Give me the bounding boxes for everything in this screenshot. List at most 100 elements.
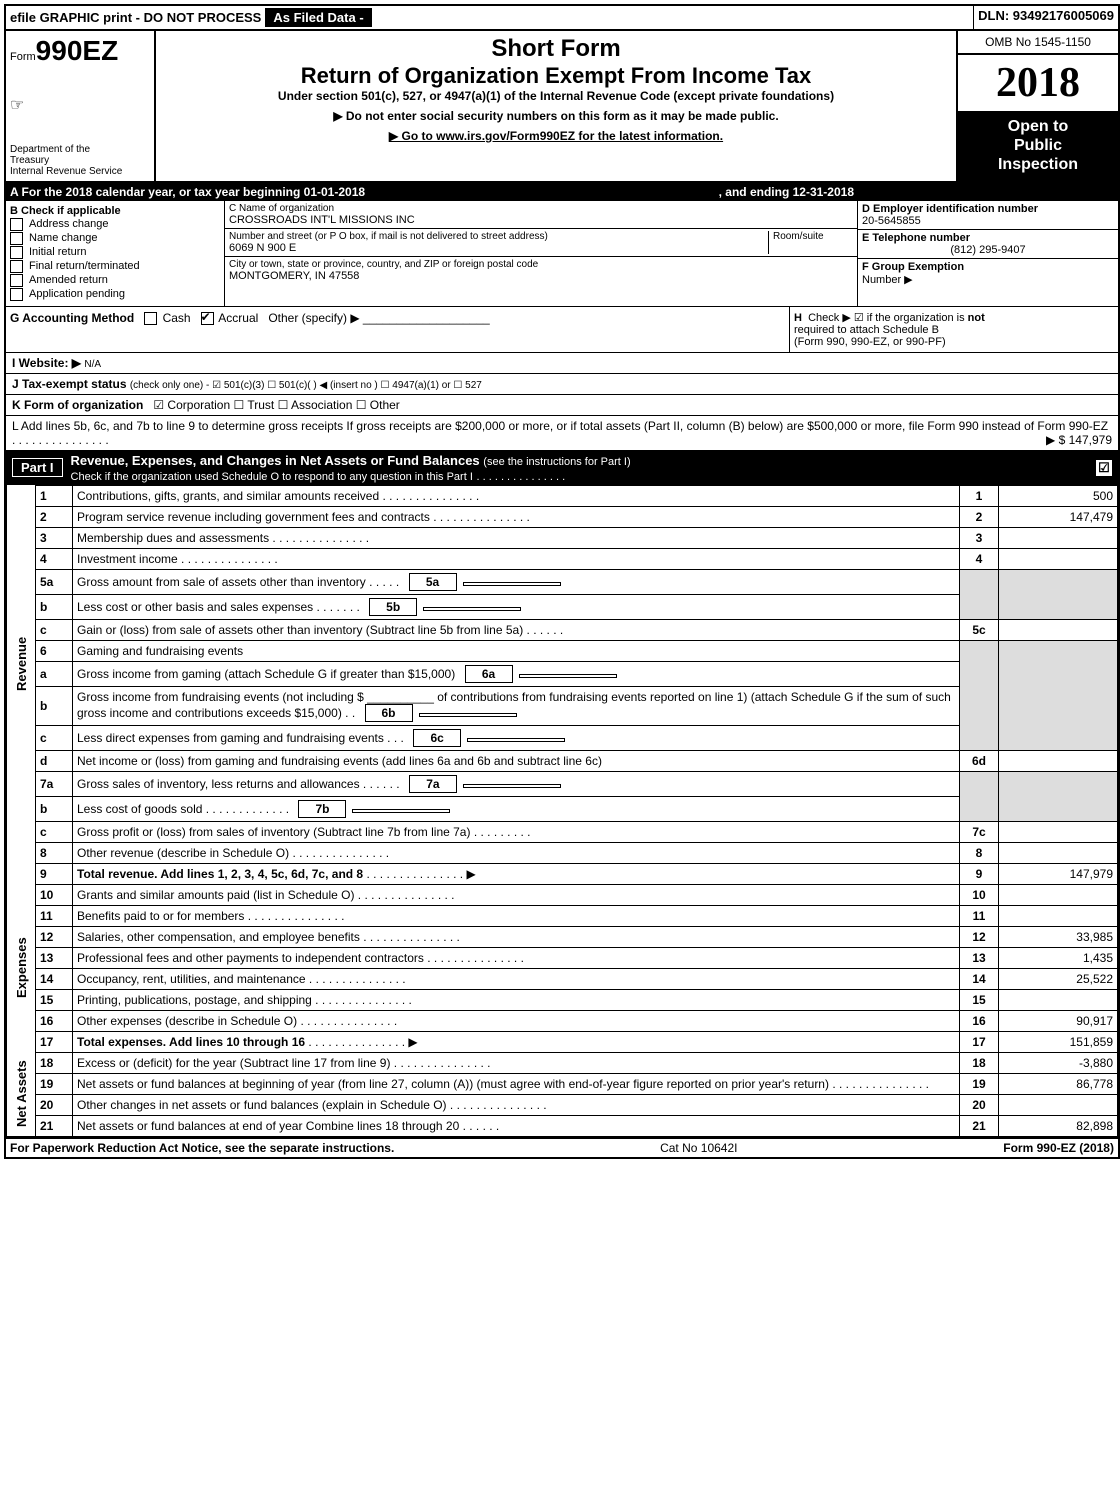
form-num: 990EZ — [36, 35, 119, 66]
checkbox-accrual[interactable] — [201, 312, 214, 325]
line-5a-num: 5a — [36, 569, 73, 594]
box-g: G Accounting Method Cash Accrual Other (… — [6, 307, 789, 352]
revenue-label-cont — [7, 842, 36, 884]
line-6d-num: d — [36, 750, 73, 771]
line-5c-amt — [999, 619, 1118, 640]
line-9-num: 9 — [36, 863, 73, 884]
line-6b-val — [419, 713, 517, 717]
line-5c-desc: Gain or (loss) from sale of assets other… — [73, 619, 960, 640]
cb-amended-return[interactable]: Amended return — [10, 274, 220, 287]
box-c: C Name of organization CROSSROADS INT'L … — [225, 201, 857, 306]
top-bar: efile GRAPHIC print - DO NOT PROCESS As … — [6, 6, 1118, 31]
line-13-text: Professional fees and other payments to … — [77, 951, 424, 965]
h-text1: Check ▶ ☑ if the organization is — [808, 312, 968, 324]
line-7a-box: 7a — [409, 775, 457, 793]
form-number: Form990EZ — [10, 35, 150, 67]
ein-label: D Employer identification number — [862, 203, 1038, 215]
checkbox-icon — [10, 288, 23, 301]
box-j: J Tax-exempt status (check only one) - ☑… — [6, 374, 1118, 395]
org-name-cell: C Name of organization CROSSROADS INT'L … — [225, 201, 857, 229]
checkbox-cash[interactable] — [144, 312, 157, 325]
open1: Open to — [964, 117, 1112, 136]
note2-link[interactable]: ▶ Go to www.irs.gov/Form990EZ for the la… — [389, 129, 723, 143]
line-12-num: 12 — [36, 926, 73, 947]
k-label: K Form of organization — [12, 398, 143, 412]
line-18-ref: 18 — [960, 1052, 999, 1073]
group-label2: Number ▶ — [862, 274, 913, 286]
netassets-label: Net Assets — [7, 1052, 36, 1136]
cb-name-change[interactable]: Name change — [10, 232, 220, 245]
part1-header: Part I Revenue, Expenses, and Changes in… — [6, 451, 1118, 485]
line-17-num: 17 — [36, 1031, 73, 1052]
line-6-desc: Gaming and fundraising events — [73, 640, 960, 661]
line-17-desc: Total expenses. Add lines 10 through 16 … — [73, 1031, 960, 1052]
line-7c-ref: 7c — [960, 821, 999, 842]
line-2-ref: 2 — [960, 506, 999, 527]
line-7b-desc: Less cost of goods sold . . . . . . . . … — [73, 796, 960, 821]
line-21-desc: Net assets or fund balances at end of ye… — [73, 1115, 960, 1136]
part1-checkbox[interactable]: ☑ — [1096, 460, 1112, 476]
line-20-desc: Other changes in net assets or fund bala… — [73, 1094, 960, 1115]
group-exempt-cell: F Group Exemption Number ▶ — [858, 259, 1118, 288]
line-18-desc: Excess or (deficit) for the year (Subtra… — [73, 1052, 960, 1073]
line-1-num: 1 — [36, 485, 73, 506]
efile-label: efile GRAPHIC print - DO NOT PROCESS — [10, 10, 261, 25]
line-6c-num: c — [36, 725, 73, 750]
line-13-ref: 13 — [960, 947, 999, 968]
line-11-desc: Benefits paid to or for members — [73, 905, 960, 926]
cb-address-change[interactable]: Address change — [10, 218, 220, 231]
open2: Public — [964, 136, 1112, 155]
dots — [12, 433, 109, 447]
line-18-text: Excess or (deficit) for the year (Subtra… — [77, 1056, 390, 1070]
cb-application-pending[interactable]: Application pending — [10, 288, 220, 301]
checkbox-icon — [10, 246, 23, 259]
line-6d-amt — [999, 750, 1118, 771]
phone-value: (812) 295-9407 — [862, 244, 1114, 256]
line-8-text: Other revenue (describe in Schedule O) — [77, 846, 289, 860]
short-form-title: Short Form — [160, 35, 952, 63]
line-10-ref: 10 — [960, 884, 999, 905]
line-10-desc: Grants and similar amounts paid (list in… — [73, 884, 960, 905]
line-5b-desc: Less cost or other basis and sales expen… — [73, 594, 960, 619]
top-bar-left: efile GRAPHIC print - DO NOT PROCESS As … — [6, 6, 973, 29]
line-6b-num: b — [36, 686, 73, 725]
line-6a-num: a — [36, 661, 73, 686]
cb-final-return[interactable]: Final return/terminated — [10, 260, 220, 273]
line-3-ref: 3 — [960, 527, 999, 548]
line-9-ref: 9 — [960, 863, 999, 884]
box-b-title: B Check if applicable — [10, 205, 121, 217]
dept3: Internal Revenue Service — [10, 166, 150, 177]
line-14-ref: 14 — [960, 968, 999, 989]
dots — [248, 909, 345, 923]
line-21-num: 21 — [36, 1115, 73, 1136]
checkbox-icon — [10, 274, 23, 287]
header-row: Form990EZ ☞ Department of the Treasury I… — [6, 31, 1118, 183]
line-13-amt: 1,435 — [999, 947, 1118, 968]
dots — [315, 993, 412, 1007]
line-15-text: Printing, publications, postage, and shi… — [77, 993, 312, 1007]
line-6b-box: 6b — [365, 704, 413, 722]
line-2-num: 2 — [36, 506, 73, 527]
checkbox-icon — [10, 232, 23, 245]
part1-label: Part I — [12, 458, 63, 477]
line-7a-num: 7a — [36, 771, 73, 796]
line-7c-amt — [999, 821, 1118, 842]
sub-title: Under section 501(c), 527, or 4947(a)(1)… — [160, 89, 952, 103]
line-7b-box: 7b — [298, 800, 346, 818]
line-2-text: Program service revenue including govern… — [77, 510, 430, 524]
org-name-label: C Name of organization — [229, 203, 853, 214]
footer-left: For Paperwork Reduction Act Notice, see … — [10, 1141, 394, 1155]
note1: ▶ Do not enter social security numbers o… — [160, 109, 952, 123]
line-9-desc: Total revenue. Add lines 1, 2, 3, 4, 5c,… — [73, 863, 960, 884]
line-10-text: Grants and similar amounts paid (list in… — [77, 888, 354, 902]
cb-label: Application pending — [29, 288, 125, 300]
line-15-desc: Printing, publications, postage, and shi… — [73, 989, 960, 1010]
line-19-ref: 19 — [960, 1073, 999, 1094]
cb-initial-return[interactable]: Initial return — [10, 246, 220, 259]
line-8-amt — [999, 842, 1118, 863]
line-4-desc: Investment income — [73, 548, 960, 569]
line-5b-val — [423, 607, 521, 611]
dots — [308, 1035, 405, 1049]
line-19-text: Net assets or fund balances at beginning… — [77, 1077, 829, 1091]
checkbox-icon — [10, 218, 23, 231]
